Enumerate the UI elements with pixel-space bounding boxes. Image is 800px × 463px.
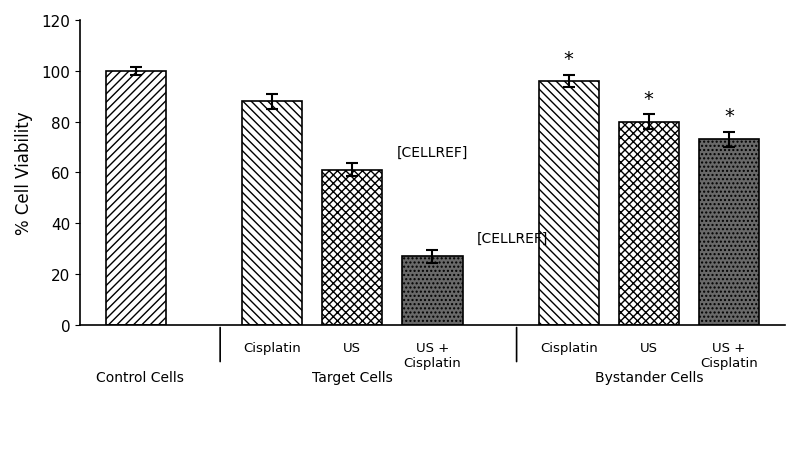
Text: US +
Cisplatin: US + Cisplatin [403,342,462,369]
Text: US +
Cisplatin: US + Cisplatin [700,342,758,369]
Text: Control Cells: Control Cells [96,371,184,385]
Text: *: * [644,89,654,108]
Bar [242,102,302,325]
Text: Cisplatin: Cisplatin [243,342,301,355]
Text: [CELLREF]: [CELLREF] [477,231,548,245]
Text: *: * [724,107,734,126]
Text: US: US [343,342,362,355]
Bar [402,257,462,325]
Text: Cisplatin: Cisplatin [540,342,598,355]
Bar [106,72,166,325]
Text: US: US [640,342,658,355]
Text: Target Cells: Target Cells [312,371,393,385]
Bar [699,140,759,325]
Bar [322,170,382,325]
Text: Bystander Cells: Bystander Cells [594,371,703,385]
Bar [618,122,679,325]
Bar [538,82,598,325]
Y-axis label: % Cell Viability: % Cell Viability [15,111,33,235]
Text: [CELLREF]: [CELLREF] [397,145,468,159]
Text: *: * [564,50,574,69]
